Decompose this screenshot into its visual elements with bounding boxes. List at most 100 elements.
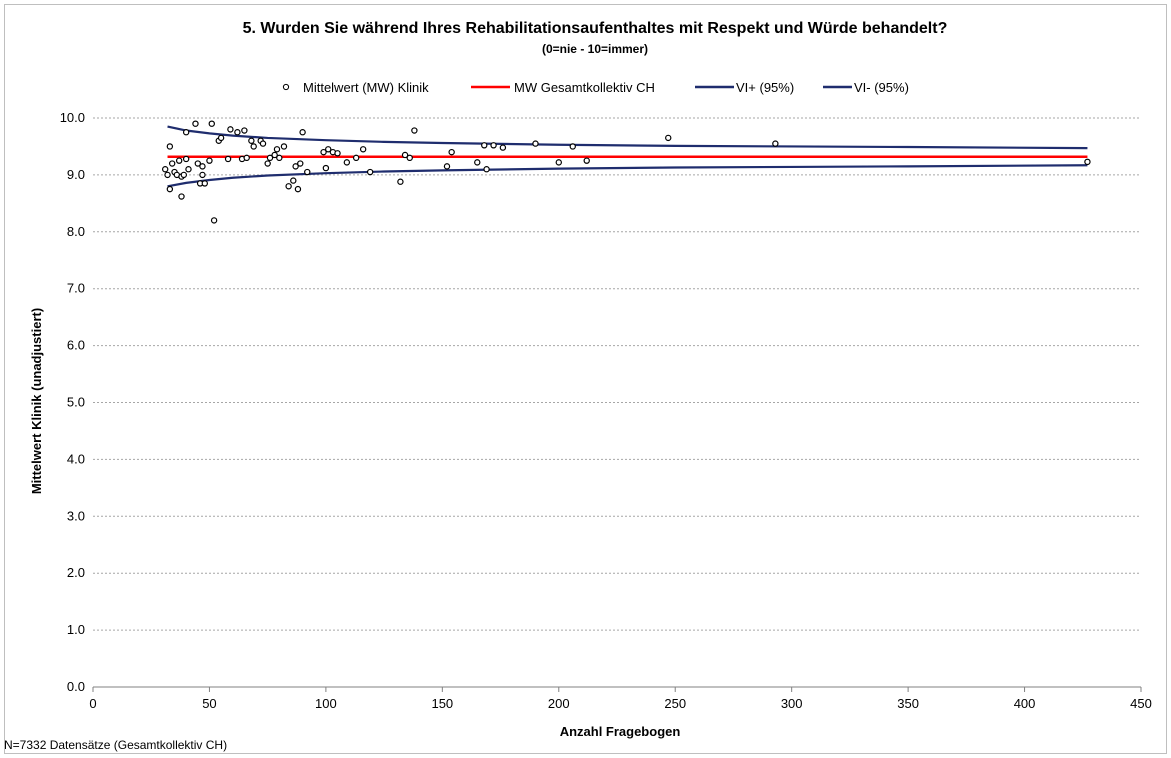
data-point bbox=[208, 120, 215, 127]
data-point bbox=[273, 146, 281, 153]
y-tick-label: 9.0 bbox=[67, 167, 85, 182]
data-point bbox=[182, 155, 190, 163]
data-point bbox=[259, 140, 267, 147]
x-tick-label: 100 bbox=[315, 696, 337, 711]
data-point bbox=[359, 146, 367, 153]
axes bbox=[92, 686, 1142, 692]
data-point bbox=[243, 154, 250, 162]
data-point bbox=[161, 166, 169, 173]
data-point bbox=[474, 159, 481, 166]
data-point bbox=[304, 168, 311, 176]
x-tick-label: 350 bbox=[897, 696, 919, 711]
data-point bbox=[234, 129, 241, 136]
data-point bbox=[290, 177, 297, 184]
data-point bbox=[352, 154, 360, 162]
y-tick-label: 1.0 bbox=[67, 622, 85, 637]
data-point bbox=[178, 193, 185, 200]
y-tick-label: 6.0 bbox=[67, 338, 85, 353]
data-point bbox=[569, 143, 576, 150]
data-point bbox=[297, 160, 304, 167]
legend-marker-klinik bbox=[282, 83, 290, 91]
vi-minus-curve bbox=[167, 164, 1088, 188]
data-point bbox=[276, 154, 283, 162]
data-point bbox=[772, 140, 779, 147]
data-point bbox=[555, 159, 562, 166]
data-point bbox=[406, 154, 413, 162]
y-tick-label: 0.0 bbox=[67, 679, 85, 694]
x-tick-labels: 0 50 100 150 200 250 300 350 400 450 bbox=[89, 696, 1151, 711]
data-point bbox=[299, 129, 306, 136]
data-point bbox=[164, 171, 171, 179]
data-point bbox=[180, 171, 188, 179]
data-point bbox=[280, 143, 288, 150]
x-tick-label: 400 bbox=[1014, 696, 1036, 711]
data-point bbox=[224, 155, 232, 163]
legend-label-vi-minus: VI- (95%) bbox=[854, 80, 909, 95]
data-point bbox=[166, 143, 174, 150]
data-point bbox=[250, 143, 257, 150]
data-point bbox=[285, 183, 292, 190]
data-point bbox=[499, 144, 507, 151]
chart-title: 5. Wurden Sie während Ihres Rehabilitati… bbox=[243, 20, 948, 37]
data-point bbox=[401, 151, 409, 159]
chart-subtitle: (0=nie - 10=immer) bbox=[542, 42, 648, 56]
legend: Mittelwert (MW) Klinik MW Gesamtkollekti… bbox=[282, 80, 909, 95]
data-point bbox=[248, 137, 255, 144]
data-point bbox=[448, 148, 455, 156]
data-point bbox=[292, 163, 299, 170]
y-tick-label: 4.0 bbox=[67, 451, 85, 466]
data-point bbox=[210, 217, 218, 224]
x-tick-label: 250 bbox=[664, 696, 686, 711]
legend-label-klinik: Mittelwert (MW) Klinik bbox=[303, 80, 429, 95]
data-point bbox=[217, 134, 225, 142]
data-point bbox=[206, 157, 213, 164]
data-point bbox=[199, 163, 206, 170]
data-point bbox=[490, 142, 497, 149]
footnote: N=7332 Datensätze (Gesamtkollektiv CH) bbox=[4, 738, 228, 752]
data-point bbox=[532, 140, 539, 147]
data-point bbox=[443, 163, 451, 170]
data-point bbox=[271, 151, 278, 159]
x-tick-label: 150 bbox=[431, 696, 453, 711]
data-point bbox=[343, 159, 351, 166]
x-tick-label: 300 bbox=[781, 696, 803, 711]
data-point bbox=[411, 127, 418, 134]
data-point bbox=[194, 160, 201, 167]
x-axis-label: Anzahl Fragebogen bbox=[560, 724, 681, 739]
data-point bbox=[227, 126, 234, 133]
data-points bbox=[161, 120, 1091, 224]
data-point bbox=[168, 160, 176, 167]
data-point bbox=[1084, 158, 1091, 166]
data-point bbox=[201, 180, 208, 187]
data-point bbox=[325, 146, 332, 153]
data-point bbox=[583, 157, 590, 164]
x-tick-label: 450 bbox=[1130, 696, 1152, 711]
gridlines bbox=[93, 117, 1141, 631]
data-point bbox=[483, 166, 490, 173]
y-tick-label: 2.0 bbox=[67, 565, 85, 580]
chart-frame bbox=[4, 4, 1167, 754]
y-tick-label: 10.0 bbox=[60, 110, 85, 125]
data-point bbox=[320, 148, 327, 156]
legend-label-mw-ch: MW Gesamtkollektiv CH bbox=[514, 80, 655, 95]
data-point bbox=[266, 154, 274, 162]
data-point bbox=[334, 150, 341, 157]
x-tick-label: 50 bbox=[202, 696, 216, 711]
y-tick-label: 8.0 bbox=[67, 224, 85, 239]
y-axis-label: Mittelwert Klinik (unadjustiert) bbox=[29, 308, 44, 494]
data-point bbox=[182, 129, 190, 136]
data-point bbox=[192, 120, 199, 127]
y-tick-labels: 0.0 1.0 2.0 3.0 4.0 5.0 6.0 7.0 8.0 9.0 10.0 bbox=[60, 110, 85, 694]
data-point bbox=[241, 127, 248, 134]
x-tick-label: 200 bbox=[548, 696, 570, 711]
data-point bbox=[166, 185, 174, 193]
data-point bbox=[175, 157, 183, 164]
y-tick-label: 7.0 bbox=[67, 281, 85, 296]
data-point bbox=[397, 178, 404, 185]
x-tick-label: 0 bbox=[89, 696, 96, 711]
data-point bbox=[294, 185, 302, 193]
data-point bbox=[199, 171, 206, 179]
y-tick-label: 5.0 bbox=[67, 395, 85, 410]
confidence-curves bbox=[167, 125, 1088, 188]
